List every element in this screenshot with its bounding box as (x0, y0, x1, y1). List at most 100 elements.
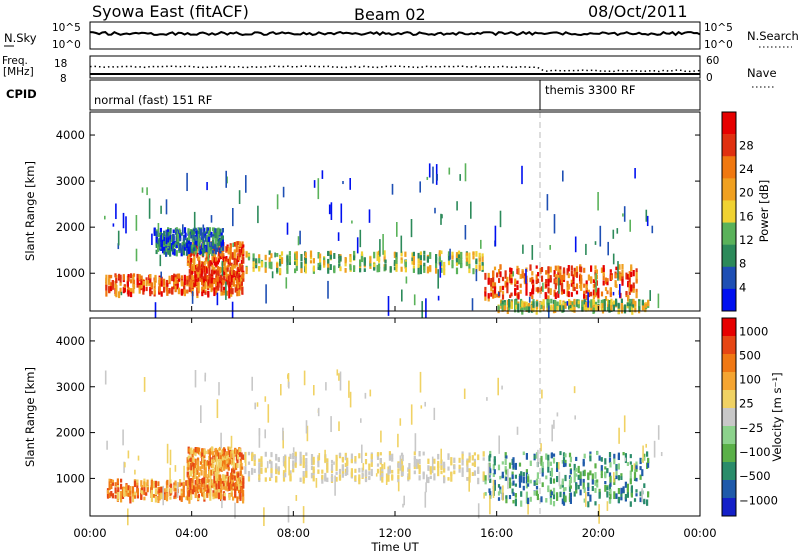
data-cell (499, 489, 502, 494)
data-cell (143, 496, 146, 501)
data-cell (194, 491, 197, 499)
data-cell (202, 289, 205, 294)
data-cell (516, 280, 519, 285)
data-cell (507, 468, 509, 489)
data-cell (595, 269, 598, 275)
data-cell (626, 491, 629, 498)
data-cell (628, 271, 631, 278)
data-cell (104, 370, 107, 385)
data-cell (182, 491, 185, 498)
data-cell (464, 225, 467, 240)
data-cell (184, 243, 187, 248)
data-cell (583, 292, 586, 299)
data-cell (492, 276, 495, 284)
data-cell (600, 267, 604, 273)
data-cell (417, 267, 420, 275)
data-cell (143, 491, 146, 496)
data-cell (264, 396, 267, 402)
data-cell (547, 295, 550, 301)
data-cell (620, 476, 623, 480)
data-cell (585, 307, 588, 312)
data-cell (633, 498, 637, 502)
data-cell (192, 241, 195, 246)
data-cell (364, 478, 368, 483)
data-cell (599, 225, 602, 247)
data-cell (471, 472, 474, 476)
data-cell (388, 465, 391, 473)
data-cell (583, 453, 586, 459)
data-cell (150, 495, 153, 502)
data-cell (571, 301, 574, 305)
data-cell (258, 462, 261, 469)
data-cell (461, 467, 464, 473)
data-cell (519, 283, 522, 288)
freq-label: Freq. (2, 55, 28, 67)
data-cell (338, 254, 341, 259)
data-cell (216, 260, 219, 265)
data-cell (552, 501, 556, 507)
data-cell (270, 261, 273, 266)
data-cell (195, 265, 198, 270)
data-cell (450, 475, 453, 482)
data-cell (276, 267, 279, 273)
data-cell (231, 256, 234, 260)
data-cell (166, 290, 169, 296)
data-cell (338, 452, 342, 457)
data-cell (201, 279, 204, 285)
data-cell (385, 473, 388, 485)
data-cell (492, 282, 495, 287)
data-cell (594, 265, 597, 270)
data-cell (609, 475, 612, 483)
data-cell (179, 237, 182, 242)
data-cell (489, 478, 492, 483)
data-cell (205, 485, 208, 491)
data-cell (631, 298, 634, 304)
data-cell (511, 474, 514, 480)
data-cell (591, 486, 594, 492)
data-cell (638, 301, 641, 308)
data-cell (537, 278, 540, 284)
data-cell (554, 300, 557, 305)
data-cell (612, 291, 615, 296)
data-cell (238, 477, 241, 482)
data-cell (229, 446, 232, 452)
data-cell (511, 471, 514, 475)
data-cell (503, 300, 506, 305)
data-cell (116, 484, 119, 489)
data-cell (305, 420, 308, 434)
data-cell (591, 473, 594, 480)
data-cell (465, 261, 468, 266)
data-cell (564, 487, 567, 491)
data-cell (531, 245, 534, 260)
data-cell (203, 265, 206, 273)
data-cell (575, 473, 578, 477)
data-cell (508, 462, 512, 469)
data-cell (635, 489, 638, 493)
data-cell (504, 466, 507, 473)
data-cell (207, 276, 210, 282)
data-cell (547, 460, 550, 467)
data-cell (197, 272, 200, 279)
data-cell (646, 499, 649, 506)
data-cell (313, 385, 315, 396)
data-cell (418, 475, 421, 481)
data-cell (303, 370, 306, 386)
data-cell (177, 236, 180, 243)
data-cell (122, 274, 125, 281)
data-cell (289, 453, 292, 460)
data-cell (606, 491, 609, 498)
data-cell (458, 457, 461, 463)
data-cell (206, 462, 209, 466)
data-cell (545, 279, 548, 284)
data-cell (405, 276, 408, 284)
data-cell (238, 190, 241, 205)
data-cell (501, 385, 503, 390)
data-cell (319, 253, 322, 259)
data-cell (498, 278, 501, 283)
data-cell (194, 484, 197, 491)
data-cell (292, 452, 295, 458)
data-cell (615, 284, 618, 288)
data-cell (108, 481, 111, 488)
data-cell (511, 488, 514, 494)
data-cell (581, 301, 584, 307)
